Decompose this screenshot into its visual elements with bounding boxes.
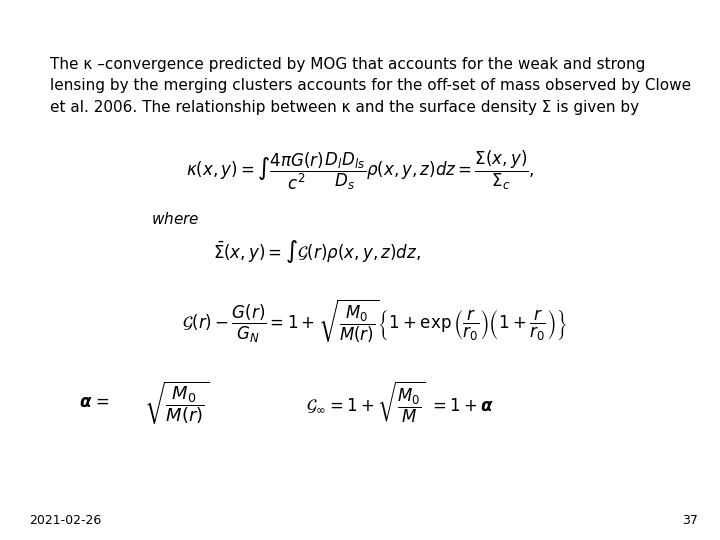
Text: The κ –convergence predicted by MOG that accounts for the weak and strong: The κ –convergence predicted by MOG that… — [50, 57, 646, 72]
Text: lensing by the merging clusters accounts for the off-set of mass observed by Clo: lensing by the merging clusters accounts… — [50, 78, 691, 93]
Text: $\mathit{where}$: $\mathit{where}$ — [151, 211, 199, 227]
Text: $\boldsymbol{\alpha}$ =: $\boldsymbol{\alpha}$ = — [79, 393, 110, 411]
Text: 2021-02-26: 2021-02-26 — [29, 514, 101, 526]
Text: $\sqrt{\dfrac{M_0}{M(r)}}$: $\sqrt{\dfrac{M_0}{M(r)}}$ — [144, 379, 209, 426]
Text: $\bar{\Sigma}(x,y) = \int \mathcal{G}(r)\rho(x,y,z)dz,$: $\bar{\Sigma}(x,y) = \int \mathcal{G}(r)… — [213, 238, 420, 265]
Text: $\kappa(x,y) = \int \dfrac{4\pi G(r)}{c^2} \dfrac{D_l D_{ls}}{D_s} \rho(x,y,z)dz: $\kappa(x,y) = \int \dfrac{4\pi G(r)}{c^… — [186, 148, 534, 192]
Text: $\mathcal{G}(r) - \dfrac{G(r)}{G_N} = 1 + \sqrt{\dfrac{M_0}{M(r)}} \left\{ 1 + \: $\mathcal{G}(r) - \dfrac{G(r)}{G_N} = 1 … — [182, 298, 567, 345]
Text: $\mathcal{G}_{\infty} = 1 + \sqrt{\dfrac{M_0}{M}}\ = 1 + \boldsymbol{\alpha}$: $\mathcal{G}_{\infty} = 1 + \sqrt{\dfrac… — [306, 380, 493, 425]
Text: 37: 37 — [683, 514, 698, 526]
Text: et al. 2006. The relationship between κ and the surface density Σ is given by: et al. 2006. The relationship between κ … — [50, 100, 639, 115]
